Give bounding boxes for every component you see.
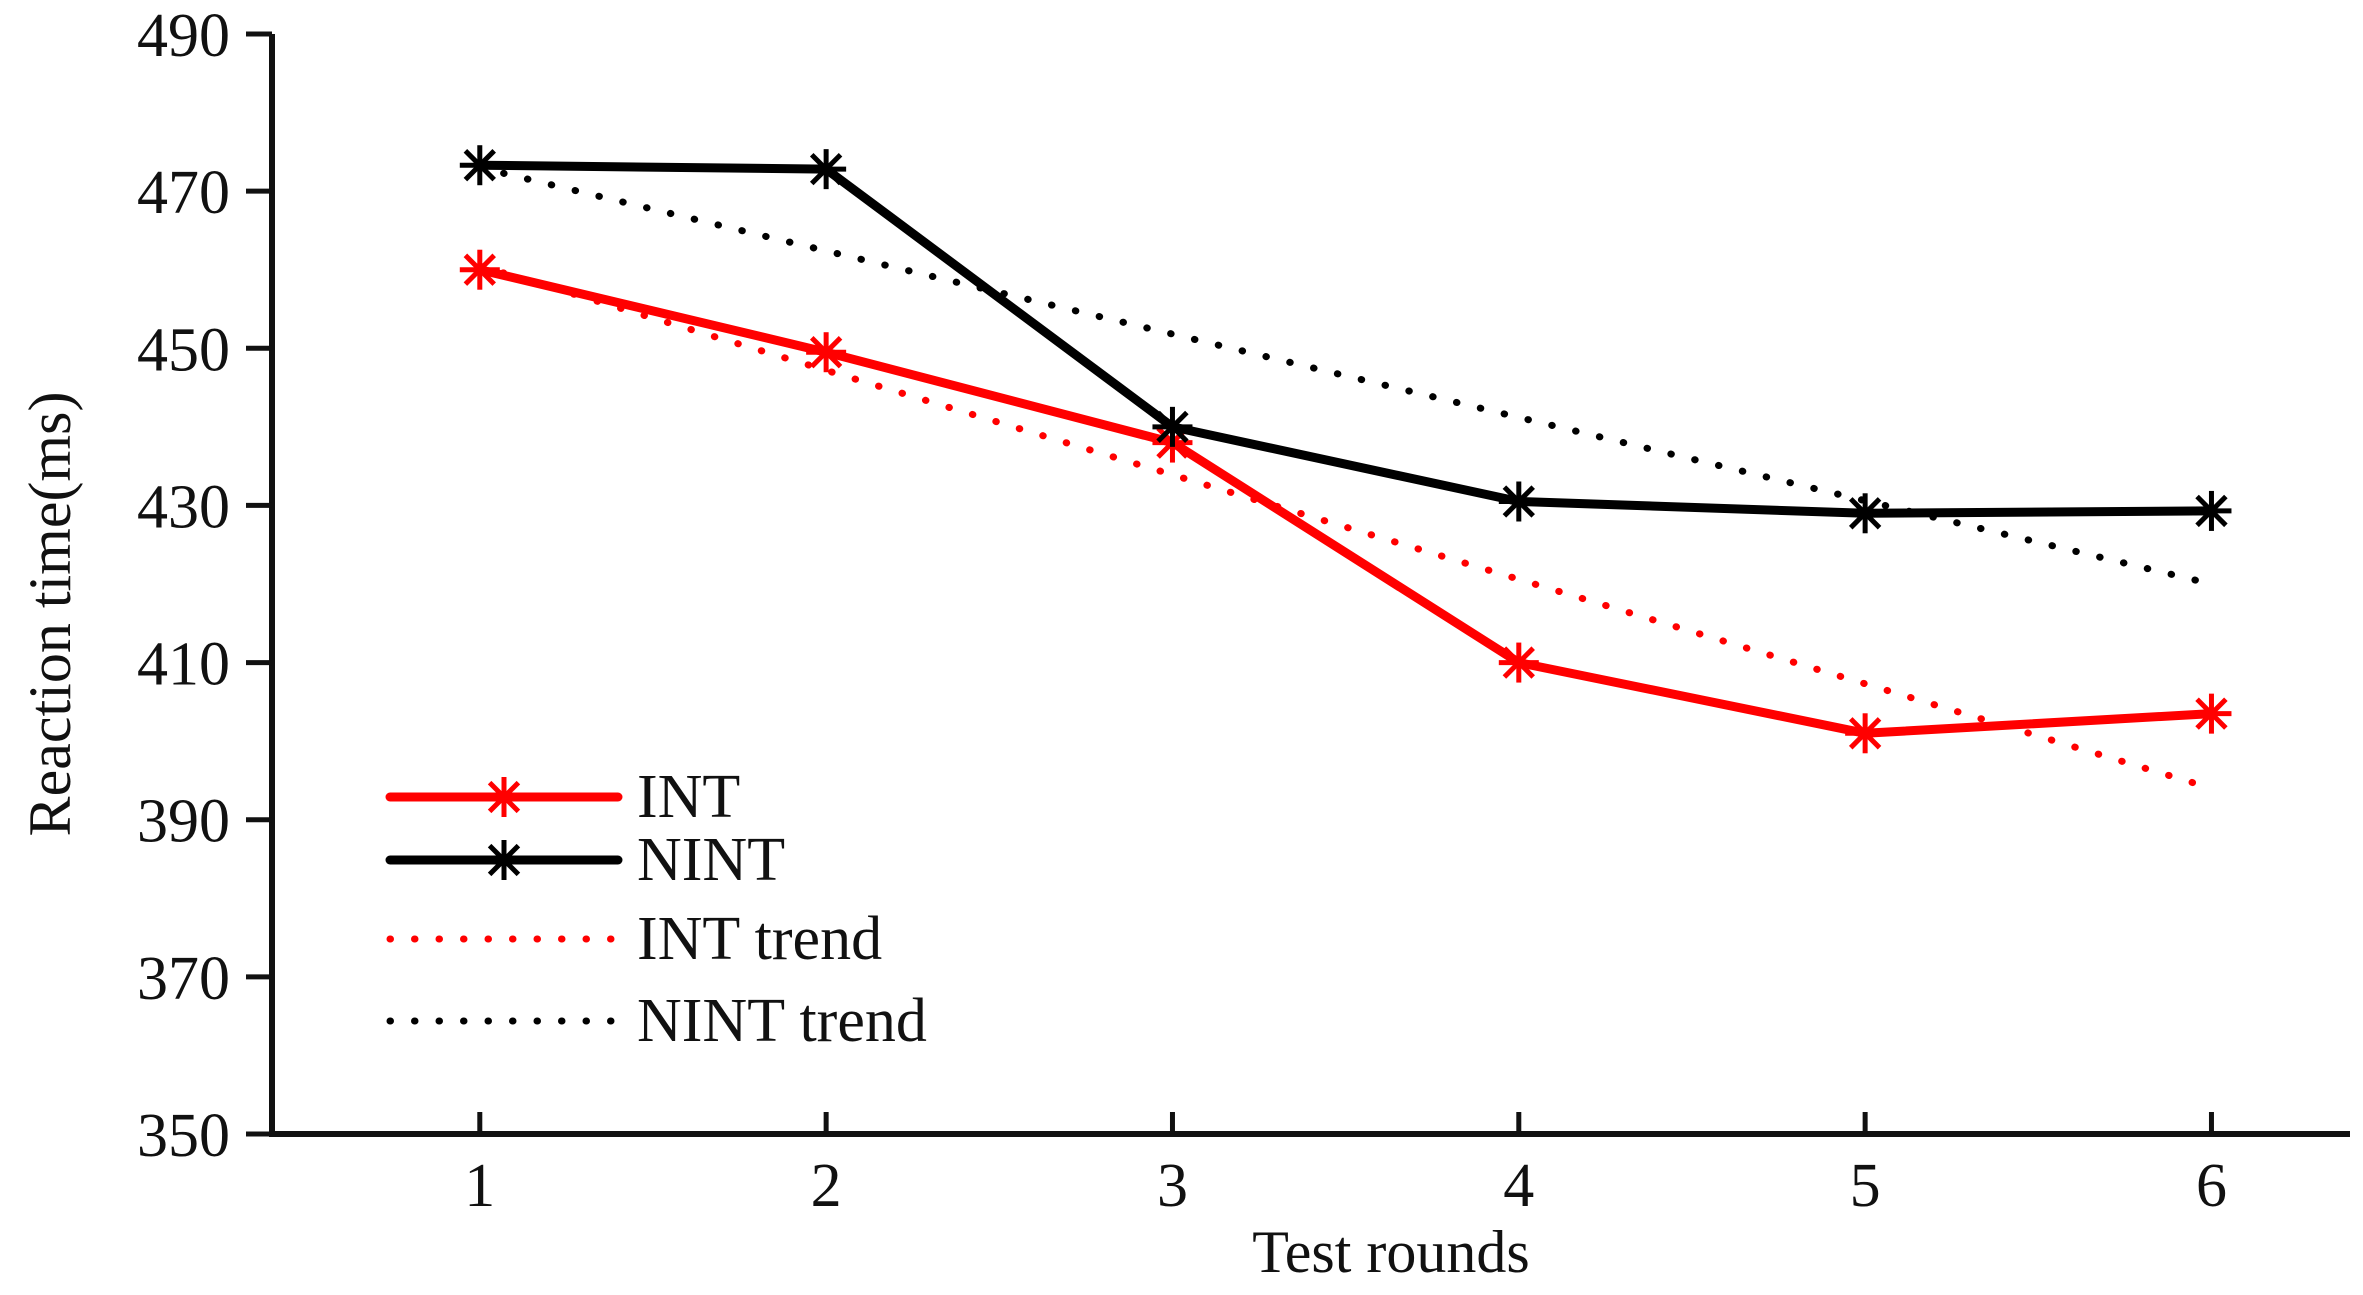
data-point-nint xyxy=(2191,490,2232,531)
data-point-nint xyxy=(1152,406,1193,447)
data-point-nint xyxy=(806,149,847,190)
y-tick-label: 370 xyxy=(137,945,230,1013)
legend-marker xyxy=(484,840,524,880)
x-tick-label: 1 xyxy=(464,1152,495,1220)
y-tick-label: 430 xyxy=(137,473,230,541)
data-point-int xyxy=(806,332,847,373)
tick-labels: 350 370 390 410 430 450 470 490 1 2 3 4 5 6 xyxy=(137,2,2227,1220)
series-group xyxy=(459,145,2232,792)
y-axis-label: Reaction time(ms) xyxy=(17,392,83,837)
y-tick-label: 390 xyxy=(137,788,230,856)
data-point-int xyxy=(1845,713,1886,754)
legend-label: INT xyxy=(637,763,740,831)
series-line-int xyxy=(475,265,2216,738)
data-point-nint xyxy=(1498,481,1539,522)
legend-item-int-trend: INT trend xyxy=(386,905,882,973)
data-point-nint xyxy=(1845,493,1886,534)
legend-item-nint-trend: NINT trend xyxy=(386,987,927,1055)
legend-label: INT trend xyxy=(637,905,882,973)
x-tick-label: 6 xyxy=(2196,1152,2227,1220)
y-tick-label: 450 xyxy=(137,316,230,384)
x-tick-label: 5 xyxy=(1850,1152,1881,1220)
data-point-int xyxy=(1498,642,1539,683)
legend-marker xyxy=(484,777,524,817)
legend-label: NINT xyxy=(637,826,785,894)
y-tick-label: 410 xyxy=(137,631,230,699)
data-point-int xyxy=(2191,693,2232,734)
x-tick-label: 4 xyxy=(1503,1152,1534,1220)
y-tick-label: 350 xyxy=(137,1102,230,1170)
x-tick-label: 2 xyxy=(811,1152,842,1220)
legend-item-nint: NINT xyxy=(385,826,785,894)
data-point-nint xyxy=(459,145,500,186)
series-line-int-trend xyxy=(476,262,2215,792)
y-tick-label: 470 xyxy=(137,159,230,227)
x-axis-label: Test rounds xyxy=(1252,1219,1529,1285)
data-point-int xyxy=(459,249,500,290)
series-line-nint-trend xyxy=(476,164,2215,588)
legend-label: NINT trend xyxy=(637,987,927,1055)
legend-item-int: INT xyxy=(385,763,740,831)
axes xyxy=(269,34,2350,1137)
x-tick-label: 3 xyxy=(1157,1152,1188,1220)
series-line-nint xyxy=(475,160,2216,518)
y-tick-label: 490 xyxy=(137,2,230,70)
